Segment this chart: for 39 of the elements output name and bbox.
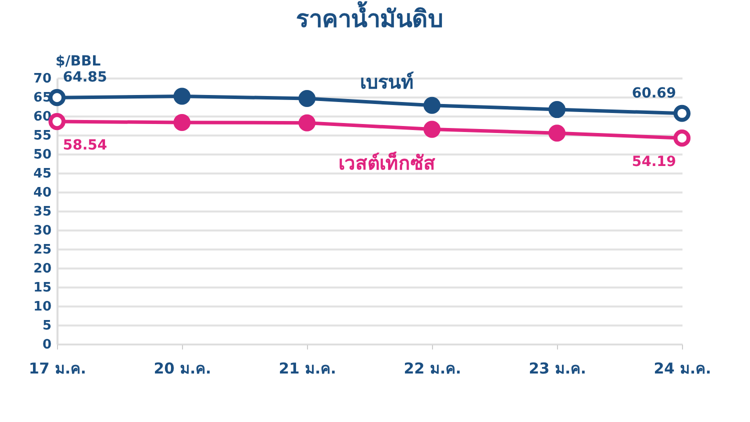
point [673,104,691,122]
point [173,88,191,105]
point [173,114,191,131]
point [548,101,566,118]
annotation: 54.19 [632,154,676,170]
y-tick-label: 0 [42,338,52,352]
point [423,96,441,114]
y-tick-label: 60 [33,110,52,124]
point [48,89,66,106]
y-axis-title: $/BBL [56,54,101,70]
y-tick-label: 25 [33,242,52,258]
x-tick-label: 22 ม.ค. [404,360,462,378]
x-tick-label: 21 ม.ค. [278,360,336,378]
y-tick-label: 20 [33,262,52,276]
x-tick-label: 20 ม.ค. [154,360,212,378]
point [298,90,316,108]
y-tick-label: 70 [33,72,52,86]
y-tick-label: 50 [33,148,52,162]
y-tick-label: 45 [33,166,52,182]
point [298,114,316,132]
annotation: 58.54 [62,138,108,154]
y-tick-label: 10 [33,300,52,314]
y-tick-label: 40 [33,186,52,200]
series-label: เบรนท์ [360,72,414,94]
x-tick-label: 23 ม.ค. [528,360,586,378]
point [673,130,691,147]
point [423,120,441,138]
annotation: 60.69 [632,85,676,102]
series-label: เวสต์เท็กซัส [338,150,436,174]
chart-title: ราคาน้ำมันดิบ [296,0,443,33]
y-tick-label: 35 [33,204,52,220]
annotation: 64.85 [62,70,108,86]
y-tick-label: 5 [42,318,52,334]
x-tick-label: 24 ม.ค. [654,360,712,378]
x-tick-label: 17 ม.ค. [28,360,86,378]
y-tick-label: 15 [33,280,52,296]
y-tick-label: 30 [33,224,52,238]
point [548,124,566,142]
y-tick-label: 55 [33,128,52,144]
